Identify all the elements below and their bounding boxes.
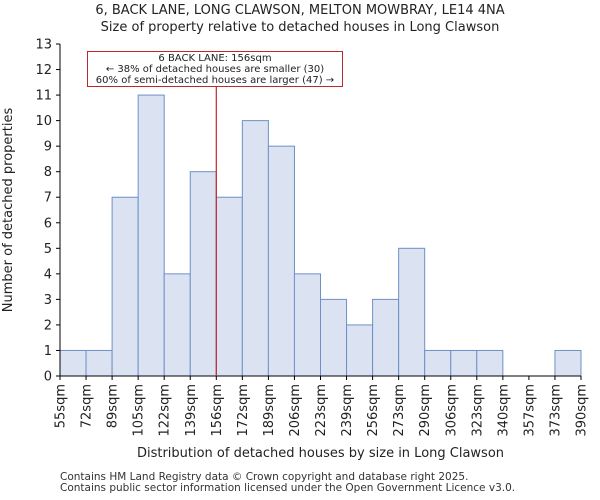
- bar: [163, 273, 191, 377]
- y-tick-label: 5: [44, 242, 52, 257]
- x-tick-label: 55sqm: [54, 384, 69, 428]
- y-tick-label: 10: [35, 114, 52, 129]
- bar: [372, 298, 400, 377]
- bar: [267, 145, 295, 377]
- x-tick-label: 72sqm: [80, 384, 95, 428]
- footer-line-2: Contains public sector information licen…: [60, 482, 516, 494]
- x-tick-label: 189sqm: [262, 384, 277, 437]
- footer-line-1: Contains HM Land Registry data © Crown c…: [60, 471, 469, 483]
- bar: [450, 349, 478, 377]
- bar: [241, 120, 269, 377]
- x-tick-label: 323sqm: [470, 384, 485, 437]
- bar: [424, 349, 452, 377]
- x-tick-label: 89sqm: [106, 384, 121, 428]
- y-tick-label: 6: [44, 216, 52, 231]
- x-tick-label: 256sqm: [366, 384, 381, 437]
- x-tick-label: 290sqm: [418, 384, 433, 437]
- title-line-1: 6, BACK LANE, LONG CLAWSON, MELTON MOWBR…: [95, 3, 505, 18]
- x-tick-label: 273sqm: [392, 384, 407, 437]
- x-tick-label: 340sqm: [496, 384, 511, 437]
- bar: [85, 349, 113, 377]
- bar: [476, 349, 504, 377]
- y-tick-label: 11: [35, 89, 52, 104]
- bar: [111, 196, 139, 377]
- y-tick-label: 7: [44, 191, 52, 206]
- bar: [320, 298, 348, 377]
- x-tick-label: 122sqm: [158, 384, 173, 437]
- y-tick-label: 4: [44, 267, 52, 282]
- bar: [59, 349, 87, 377]
- annotation-line-2: ← 38% of detached houses are smaller (30…: [105, 64, 325, 75]
- y-tick-label: 9: [44, 140, 52, 155]
- y-tick-label: 0: [44, 370, 52, 385]
- title-line-2: Size of property relative to detached ho…: [100, 20, 500, 35]
- x-tick-label: 139sqm: [184, 384, 199, 437]
- bar: [215, 196, 243, 377]
- y-tick-label: 2: [44, 318, 52, 333]
- y-tick-label: 3: [44, 293, 52, 308]
- annotation-line-1: 6 BACK LANE: 156sqm: [158, 53, 272, 64]
- y-tick-label: 13: [35, 38, 52, 53]
- x-tick-label: 373sqm: [548, 384, 563, 437]
- annotation-line-3: 60% of semi-detached houses are larger (…: [95, 75, 335, 86]
- x-tick-label: 306sqm: [444, 384, 459, 437]
- x-tick-label: 156sqm: [210, 384, 225, 437]
- y-tick-label: 8: [44, 165, 52, 180]
- chart-title: 6, BACK LANE, LONG CLAWSON, MELTON MOWBR…: [0, 2, 600, 36]
- bar: [346, 324, 374, 377]
- x-tick-label: 390sqm: [575, 384, 590, 437]
- x-tick-label: 239sqm: [340, 384, 355, 437]
- x-tick-label: 206sqm: [288, 384, 303, 437]
- bar: [398, 247, 426, 377]
- bar: [293, 273, 322, 377]
- bar: [189, 171, 217, 377]
- x-tick-label: 172sqm: [236, 384, 251, 437]
- x-axis-label: Distribution of detached houses by size …: [137, 446, 504, 461]
- x-tick-label: 357sqm: [522, 384, 537, 437]
- y-axis-label: Number of detached properties: [1, 108, 16, 313]
- x-tick-label: 223sqm: [314, 384, 329, 437]
- footer: Contains HM Land Registry data © Crown c…: [60, 472, 515, 494]
- bar: [137, 94, 165, 377]
- x-tick-label: 105sqm: [132, 384, 147, 437]
- y-tick-label: 1: [44, 344, 52, 359]
- property-annotation-box: 6 BACK LANE: 156sqm ← 38% of detached ho…: [87, 51, 343, 87]
- y-tick-label: 12: [35, 63, 52, 78]
- bar: [554, 349, 582, 377]
